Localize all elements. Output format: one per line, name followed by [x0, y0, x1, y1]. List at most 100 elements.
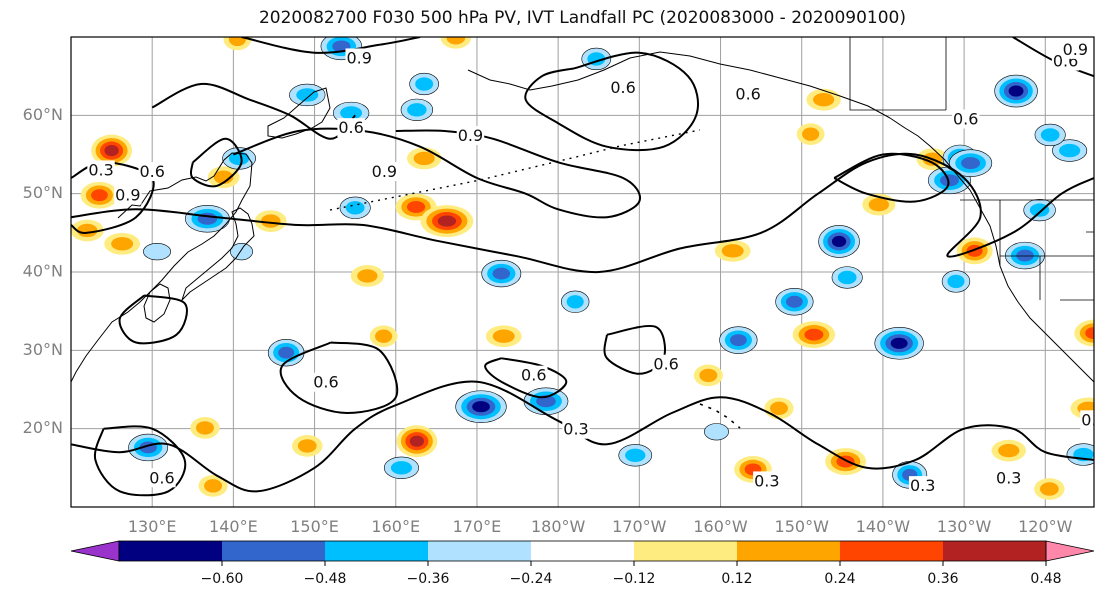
contour-label: 0.6 — [521, 366, 546, 385]
lon-label: 170°W — [612, 517, 667, 536]
lon-label: 120°W — [1018, 517, 1073, 536]
lon-label: 150°E — [290, 517, 339, 536]
pv-anomaly-ring — [492, 329, 515, 343]
colorbar-tick-label: −0.12 — [613, 571, 656, 587]
colorbar-tick-label: −0.36 — [407, 571, 450, 587]
pv-anomaly-ring — [566, 295, 584, 309]
contour-label: 0.9 — [1063, 40, 1088, 59]
contour-label: 0.6 — [149, 468, 174, 487]
pv-anomaly-ring — [278, 346, 295, 359]
lon-label: 130°W — [937, 517, 992, 536]
colorbar-tick-label: 0.48 — [1030, 571, 1061, 587]
contour-label: 0.6 — [338, 118, 363, 137]
contour-label: 0.3 — [88, 160, 113, 179]
pv-anomaly-positive — [396, 425, 438, 458]
pv-anomaly-negative — [560, 290, 590, 313]
pv-anomaly-positive — [369, 325, 398, 348]
pv-anomaly-negative — [339, 196, 371, 219]
colorbar-segment — [428, 541, 532, 561]
pv-anomaly-negative — [383, 456, 419, 479]
pv-anomaly-ring — [699, 368, 718, 383]
colorbar-tick-label: 0.36 — [927, 571, 958, 587]
longitude-labels: 130°E 140°E 150°E 160°E 170°E 180°W 170°W 160°W… — [128, 517, 1073, 536]
colorbar-segment — [634, 541, 738, 561]
pv-anomaly-negative — [1005, 241, 1045, 270]
pv-anomaly-ring — [947, 274, 965, 289]
colorbar-segment — [943, 541, 1047, 561]
latitude-labels: 60°N 50°N 40°N 30°N 20°N — [23, 105, 63, 437]
pv-anomaly-ring — [837, 270, 857, 285]
pv-anomaly-ring — [77, 223, 98, 238]
pv-contour-line — [833, 152, 950, 203]
pv-anomaly-negative — [400, 98, 434, 122]
pv-anomaly-ring — [204, 479, 223, 493]
pv-anomaly-positive — [80, 181, 119, 209]
lat-label: 50°N — [23, 183, 63, 202]
contour-label-bg — [1061, 39, 1090, 59]
pv-anomaly-ring — [704, 423, 729, 441]
pv-anomaly-ring — [196, 421, 214, 435]
pv-anomaly-ring — [890, 337, 908, 349]
contour-label-bg — [456, 125, 485, 145]
lon-label: 160°E — [371, 517, 420, 536]
pv-anomaly-ring — [228, 37, 246, 47]
contour-label-bg — [734, 84, 762, 104]
pv-anomaly-positive — [350, 265, 384, 287]
coastline-japan — [181, 207, 255, 301]
lat-label: 20°N — [23, 418, 63, 437]
contour-label-bg — [345, 48, 373, 68]
pv-anomaly-negative — [994, 74, 1038, 108]
contour-label: 0.6 — [139, 162, 164, 181]
pv-anomaly-positive — [91, 134, 133, 167]
pv-anomaly-ring — [111, 237, 134, 251]
pv-anomaly-ring — [91, 189, 108, 202]
pv-anomaly-positive — [104, 232, 141, 255]
pv-anomaly-negative — [618, 444, 653, 467]
coastline-korea — [143, 283, 171, 323]
coastline-north-america — [929, 145, 1094, 383]
pv-anomaly-positive — [198, 474, 228, 497]
contour-label: 0.3 — [563, 420, 588, 439]
pv-anomaly-negative — [874, 327, 924, 360]
pv-anomaly-negative — [128, 433, 169, 462]
pv-anomaly-ring — [831, 235, 847, 248]
aleutian-islands — [329, 129, 701, 211]
contour-label: 0.6 — [313, 373, 338, 392]
pv-anomaly-negative — [818, 225, 860, 258]
coastline-alaska — [467, 51, 931, 147]
colorbar-tick-label: −0.24 — [510, 571, 553, 587]
pv-contour-line — [118, 294, 188, 345]
pv-contour-labels: 0.90.6 0.60.60.60.90.6 0.90.3 0.60.90.90.60… — [87, 39, 1094, 496]
pv-anomaly-ring — [1008, 85, 1024, 97]
pv-anomaly-positive — [806, 88, 841, 111]
pv-anomaly-ring — [345, 201, 365, 215]
pv-anomaly-ring — [437, 215, 457, 227]
pv-anomaly-negative — [455, 390, 507, 424]
pv-anomaly-ring — [1040, 128, 1060, 142]
lon-label: 140°W — [856, 517, 911, 536]
colorbar-segment — [325, 541, 429, 561]
colorbar-extend-min — [70, 540, 120, 562]
contour-label: 0.6 — [653, 355, 678, 374]
pv-anomaly-positive — [420, 205, 474, 238]
pv-anomaly-ring — [390, 461, 413, 475]
pv-anomaly-ring — [1085, 327, 1094, 340]
pv-anomaly-negative — [1034, 123, 1066, 147]
colorbar-tick-label: 0.12 — [721, 571, 752, 587]
lon-label: 170°E — [453, 517, 502, 536]
pv-anomaly-negative — [523, 387, 569, 415]
lon-label: 130°E — [128, 517, 177, 536]
coastlines — [71, 37, 1094, 429]
colorbar-extend-max — [1045, 540, 1095, 562]
pv-anomaly-ring — [415, 77, 434, 91]
coastline-kamchatka — [267, 87, 331, 139]
pv-anomaly-positive — [207, 166, 240, 189]
pv-anomaly-positive — [292, 435, 323, 457]
colorbar-segment — [840, 541, 944, 561]
pv-anomaly-negative — [481, 259, 522, 288]
pv-anomaly-ring — [406, 201, 426, 213]
colorbar-tick-label: −0.60 — [201, 571, 244, 587]
pv-anomaly-ring — [492, 267, 511, 280]
contour-label-bg — [337, 118, 365, 138]
